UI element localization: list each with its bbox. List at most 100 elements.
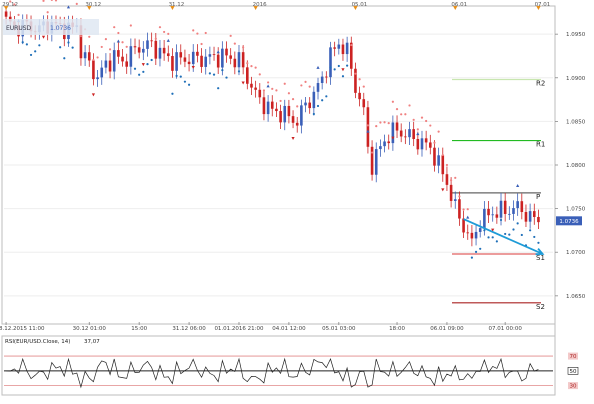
- candle-body: [112, 50, 116, 72]
- sar-dot: [375, 125, 378, 128]
- candle-body: [241, 52, 245, 68]
- candle-body: [387, 141, 391, 144]
- sar-dot: [300, 84, 303, 87]
- candle-body: [133, 46, 137, 48]
- sar-dot: [533, 235, 536, 239]
- candle-body: [104, 60, 108, 68]
- sar-dot: [395, 108, 399, 111]
- sar-dot: [483, 229, 486, 232]
- price-tick-label: 1.0900: [566, 76, 586, 82]
- candle-body: [233, 58, 237, 68]
- rsi-tick-bg: [567, 367, 579, 375]
- sar-dot: [108, 48, 112, 51]
- sar-dot: [121, 41, 124, 44]
- sar-dot: [34, 50, 37, 53]
- sar-dot: [258, 73, 261, 76]
- sar-dot: [362, 85, 365, 88]
- sar-dot: [142, 70, 145, 73]
- top-date-label: 06.01: [451, 2, 467, 8]
- sar-dot: [125, 45, 128, 48]
- sar-dot: [167, 32, 170, 35]
- candle-body: [524, 212, 528, 222]
- top-date-label: 2016: [253, 2, 267, 8]
- sar-dot: [129, 24, 132, 27]
- candle-body: [100, 67, 104, 78]
- sar-dot: [445, 163, 449, 167]
- candle-body: [345, 42, 349, 55]
- sar-dot: [416, 128, 419, 131]
- parabolic-sar: [9, 0, 540, 259]
- candle-body: [166, 53, 170, 57]
- candle-body: [516, 201, 519, 209]
- candle-body: [416, 139, 420, 150]
- sar-dot: [370, 151, 374, 154]
- candle-body: [246, 67, 249, 84]
- candle-body: [229, 55, 232, 59]
- sar-dot: [404, 113, 407, 116]
- candle-body: [279, 111, 282, 123]
- sar-dot: [454, 176, 457, 179]
- sar-dot: [175, 74, 178, 77]
- candle-body: [437, 155, 440, 166]
- candle-body: [520, 201, 524, 213]
- current-price-tag: [556, 216, 582, 226]
- candle-body: [349, 42, 353, 69]
- sar-dot: [520, 233, 523, 237]
- candle-body: [379, 146, 382, 150]
- candle-body: [204, 56, 208, 67]
- sar-dot: [441, 153, 444, 157]
- candle-body: [142, 48, 145, 53]
- candle-body: [449, 184, 453, 201]
- candle-body: [424, 138, 428, 143]
- candle-body: [187, 61, 191, 65]
- fractal-down: [41, 35, 46, 39]
- candle-body: [221, 48, 224, 68]
- pivot-label-p: P: [536, 193, 540, 201]
- candle-body: [304, 102, 307, 106]
- candle-body: [183, 57, 187, 62]
- top-date-marker: [253, 6, 258, 10]
- rsi-tick-label: 30: [570, 384, 577, 390]
- top-date-label: 29.12: [2, 2, 18, 8]
- fractal-up: [366, 129, 370, 133]
- candle-body: [329, 47, 332, 78]
- top-date-label: 07.01: [535, 2, 551, 8]
- candle-body: [462, 218, 465, 233]
- candle-body: [532, 211, 536, 217]
- sar-dot: [400, 113, 403, 116]
- candle-body: [117, 50, 120, 57]
- rsi-panel-frame: [1, 335, 556, 396]
- candle-body: [262, 97, 266, 115]
- top-date-label: 05.01: [352, 2, 368, 8]
- price-axis: 1.0950 1.0900 1.0850 1.0800 1.0750 1.0700 1.06…: [555, 32, 586, 300]
- sar-dot: [233, 42, 236, 45]
- fractal-down: [391, 136, 395, 140]
- candle-body: [441, 155, 445, 175]
- sar-dot: [466, 208, 469, 211]
- candle-body: [354, 68, 357, 93]
- time-tick-label: 18:00: [389, 326, 405, 332]
- candle-body: [491, 214, 494, 216]
- fractal-up: [216, 50, 220, 54]
- candle-body: [108, 60, 112, 72]
- sar-dot: [113, 26, 116, 29]
- top-date-marker: [453, 6, 458, 10]
- candle-body: [266, 101, 270, 115]
- fractal-up: [66, 5, 71, 9]
- candle-body: [146, 40, 149, 49]
- sar-dot: [275, 89, 278, 92]
- legend-box: [3, 19, 99, 35]
- sar-dot: [329, 66, 332, 69]
- price-tick-label: 1.0850: [566, 119, 586, 125]
- sar-dot: [79, 34, 83, 38]
- fractal-down: [191, 66, 195, 70]
- fractal-down: [141, 63, 145, 67]
- candle-body: [503, 200, 507, 214]
- price-tick-label: 1.0650: [566, 294, 586, 300]
- candle-body: [295, 122, 299, 126]
- sar-dot: [470, 256, 473, 259]
- sar-dot: [9, 0, 12, 3]
- sar-dot: [200, 42, 203, 46]
- rsi-panel: 70 50 30: [4, 352, 579, 390]
- sar-dot: [163, 30, 166, 34]
